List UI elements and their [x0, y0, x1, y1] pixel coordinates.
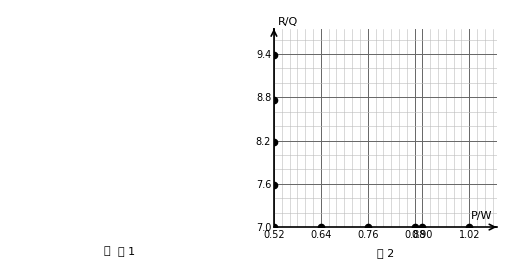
Text: 图: 图	[103, 246, 110, 256]
Text: P/W: P/W	[471, 211, 493, 221]
Text: 图 2: 图 2	[377, 248, 394, 258]
Text: 图 1: 图 1	[118, 246, 135, 256]
Text: R/Q: R/Q	[278, 17, 298, 27]
